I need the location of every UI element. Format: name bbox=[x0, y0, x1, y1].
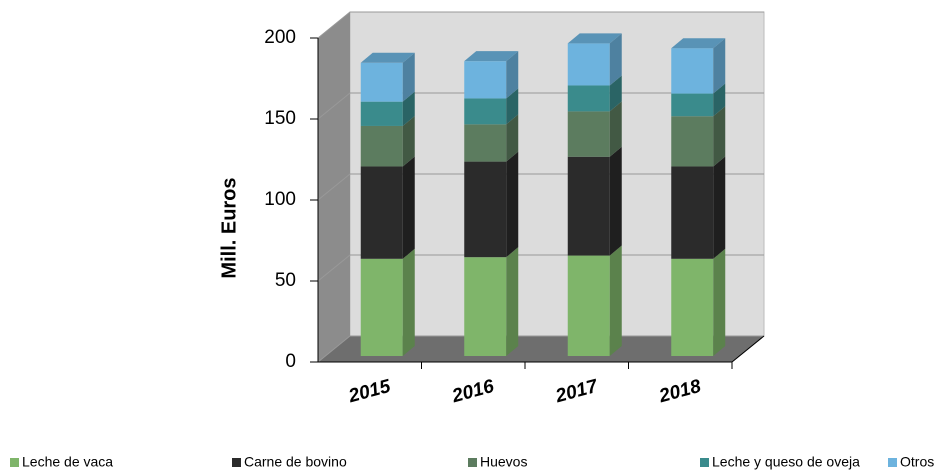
bar bbox=[360, 125, 403, 167]
legend-label: Leche y queso de oveja bbox=[712, 454, 860, 470]
bar bbox=[567, 255, 610, 356]
bar bbox=[671, 48, 714, 94]
bar bbox=[567, 156, 610, 256]
y-tick-label: 0 bbox=[285, 351, 296, 372]
bar-side bbox=[609, 33, 622, 86]
bar bbox=[360, 166, 403, 259]
grid-line bbox=[317, 173, 764, 201]
bar-side bbox=[609, 101, 622, 157]
bar-side bbox=[506, 247, 519, 356]
legend-label: Leche de vaca bbox=[22, 454, 113, 470]
bar bbox=[567, 111, 610, 157]
legend-label: Huevos bbox=[480, 454, 527, 470]
y-tick-label: 50 bbox=[275, 270, 296, 291]
bar bbox=[464, 257, 507, 356]
bar bbox=[360, 258, 403, 356]
x-tick-label: 2016 bbox=[449, 376, 497, 408]
bar bbox=[464, 61, 507, 99]
bar-side bbox=[402, 156, 415, 259]
y-tick-label: 200 bbox=[264, 27, 296, 48]
legend-swatch bbox=[468, 458, 477, 467]
x-tick-label: 2017 bbox=[553, 376, 602, 408]
bar-side bbox=[506, 151, 519, 258]
bar-side bbox=[402, 248, 415, 356]
bar-top bbox=[464, 51, 519, 62]
y-tick-label: 100 bbox=[264, 189, 296, 210]
bar-side bbox=[506, 88, 519, 125]
legend-swatch bbox=[888, 458, 897, 467]
legend-swatch bbox=[10, 458, 19, 467]
bar-side bbox=[713, 38, 726, 94]
bar bbox=[360, 101, 403, 126]
bar bbox=[671, 258, 714, 356]
bar-side bbox=[609, 245, 622, 356]
bar bbox=[567, 85, 610, 112]
bar-side bbox=[713, 106, 726, 167]
bar-top bbox=[567, 33, 622, 44]
bar-side bbox=[609, 75, 622, 112]
legend-swatch bbox=[700, 458, 709, 467]
grid-line bbox=[317, 92, 764, 120]
bar bbox=[360, 62, 403, 102]
bar bbox=[671, 116, 714, 167]
x-tick-label: 2015 bbox=[346, 376, 394, 408]
bar-side bbox=[506, 114, 519, 162]
bar-side bbox=[713, 248, 726, 356]
y-tick-label: 150 bbox=[264, 108, 296, 129]
bar-side bbox=[609, 146, 622, 256]
legend-label: Carne de bovino bbox=[244, 454, 347, 470]
legend-label: Otros bbox=[900, 454, 934, 470]
bar-side bbox=[402, 91, 415, 126]
bar-side bbox=[402, 52, 415, 102]
grid-line bbox=[317, 335, 764, 363]
bar-top bbox=[671, 38, 726, 49]
bar bbox=[671, 93, 714, 117]
x-tick-label: 2018 bbox=[656, 376, 704, 408]
legend-swatch bbox=[232, 458, 241, 467]
grid-line bbox=[317, 11, 764, 39]
bar-side bbox=[713, 156, 726, 259]
bar-side bbox=[713, 83, 726, 117]
bar-top bbox=[360, 52, 415, 63]
bar bbox=[671, 166, 714, 259]
floor bbox=[318, 336, 764, 362]
grid-line bbox=[317, 254, 764, 282]
bar-side bbox=[506, 51, 519, 99]
bar bbox=[464, 124, 507, 162]
bar-side bbox=[402, 115, 415, 167]
bar bbox=[464, 98, 507, 125]
bar bbox=[567, 43, 610, 86]
y-axis-title: Mill. Euros bbox=[218, 177, 240, 278]
bar bbox=[464, 161, 507, 258]
